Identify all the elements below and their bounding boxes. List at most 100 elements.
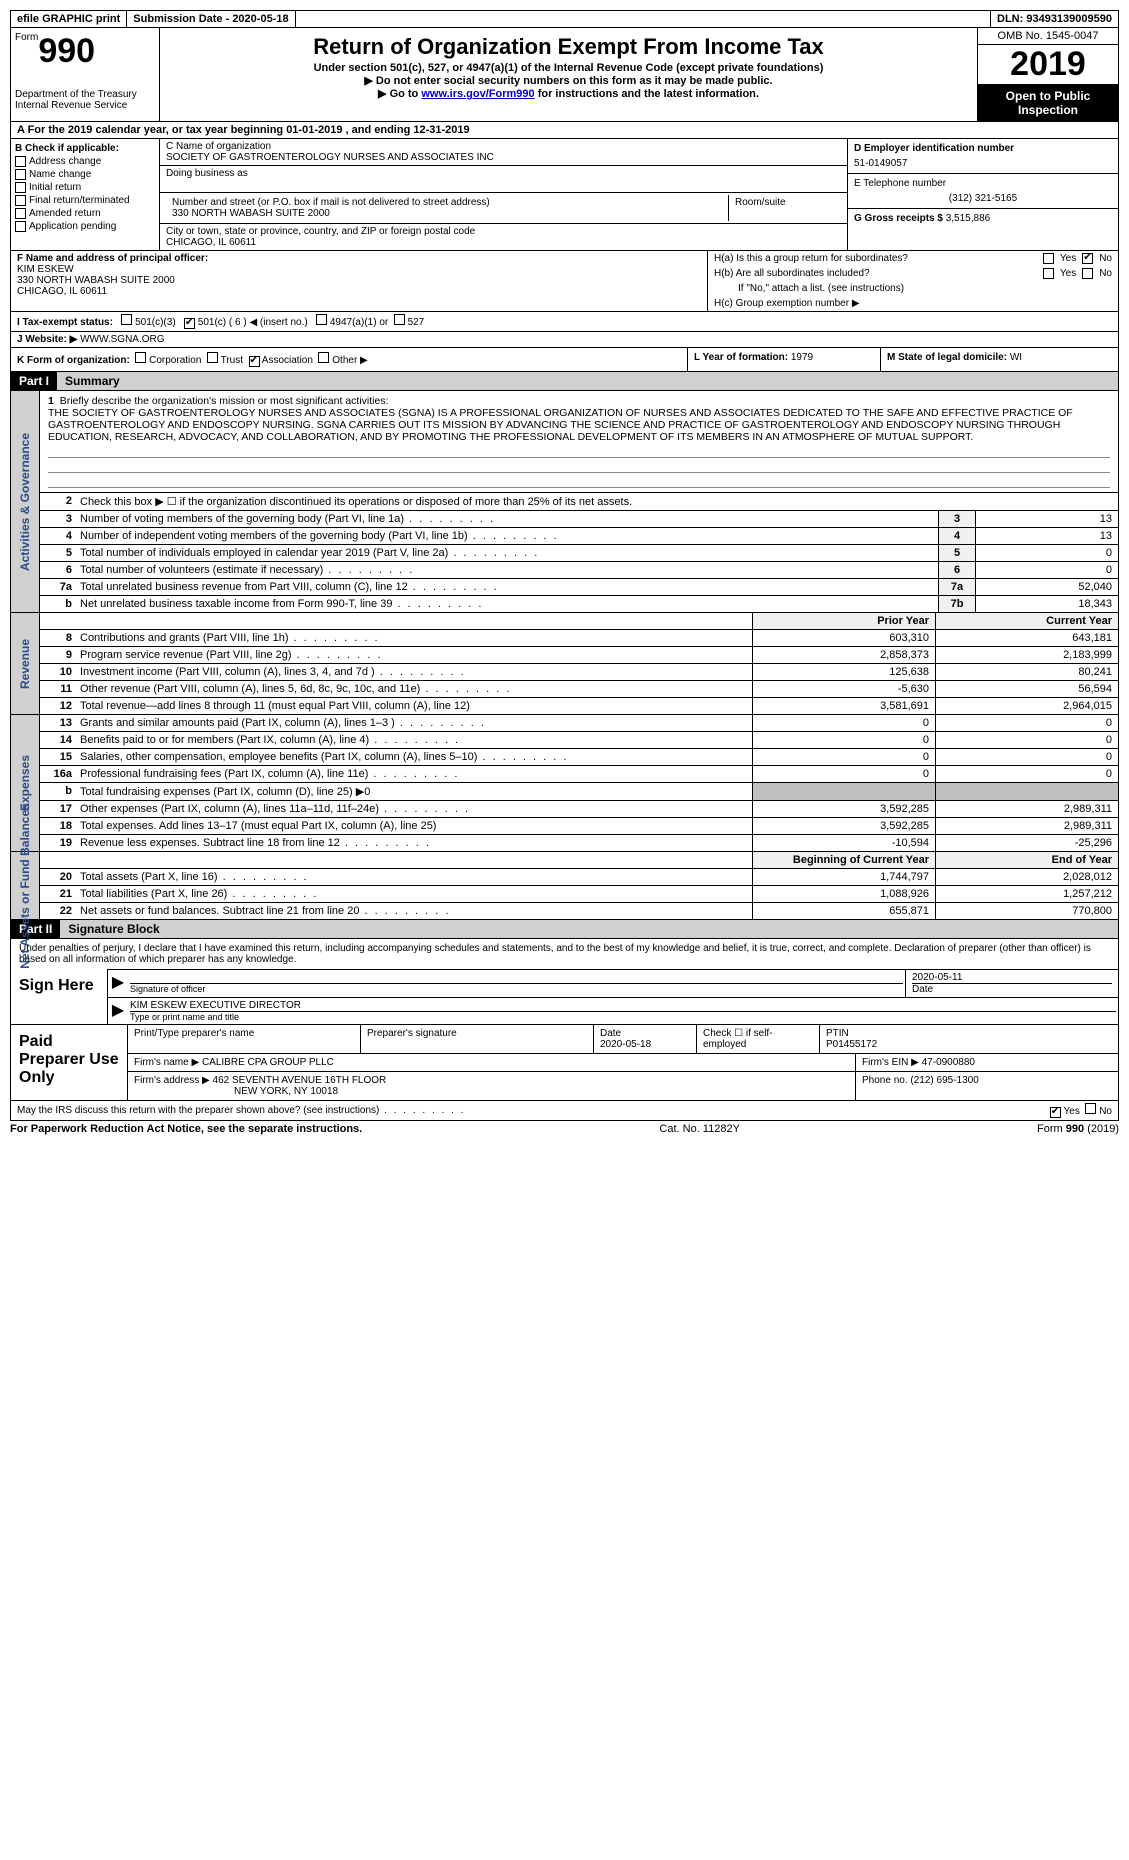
tax-exempt: I Tax-exempt status: 501(c)(3) 501(c) ( … (11, 312, 1118, 331)
row-20: 20Total assets (Part X, line 16)1,744,79… (40, 869, 1118, 886)
discuss-no[interactable] (1085, 1103, 1096, 1114)
officer-signature[interactable]: Signature of officer (128, 970, 905, 997)
discuss-row: May the IRS discuss this return with the… (10, 1101, 1119, 1121)
ha-no[interactable] (1082, 253, 1093, 264)
efile-label: efile GRAPHIC print (11, 11, 127, 27)
cb-4947[interactable] (316, 314, 327, 325)
dba-row: Doing business as (160, 166, 847, 193)
row-i: I Tax-exempt status: 501(c)(3) 501(c) ( … (10, 312, 1119, 332)
cb-527[interactable] (394, 314, 405, 325)
cb-other[interactable] (318, 352, 329, 363)
cb-amended[interactable]: Amended return (15, 208, 155, 219)
row-17: 17Other expenses (Part IX, column (A), l… (40, 801, 1118, 818)
dln: DLN: 93493139009590 (990, 11, 1118, 27)
part1-header: Part I Summary (10, 372, 1119, 391)
cb-final-return[interactable]: Final return/terminated (15, 195, 155, 206)
governance-section: Activities & Governance 1 Briefly descri… (10, 391, 1119, 613)
perjury-text: Under penalties of perjury, I declare th… (11, 939, 1118, 969)
net-header: Beginning of Current YearEnd of Year (40, 852, 1118, 869)
form-header: Form990 Department of the Treasury Inter… (10, 28, 1119, 122)
net-assets-section: Net Assets or Fund Balances Beginning of… (10, 852, 1119, 920)
col-b: B Check if applicable: Address change Na… (11, 139, 160, 250)
cat-no: Cat. No. 11282Y (362, 1123, 1037, 1135)
row-16b: bTotal fundraising expenses (Part IX, co… (40, 783, 1118, 801)
revenue-section: Revenue Prior YearCurrent Year 8Contribu… (10, 613, 1119, 715)
sig-date: 2020-05-11 Date (905, 970, 1118, 997)
row-2: 2Check this box ▶ ☐ if the organization … (40, 493, 1118, 511)
form-org: K Form of organization: Corporation Trus… (11, 348, 687, 371)
year-formation: L Year of formation: 1979 (687, 348, 880, 371)
sub3: ▶ Go to www.irs.gov/Form990 for instruct… (164, 87, 973, 100)
expenses-section: Expenses 13Grants and similar amounts pa… (10, 715, 1119, 852)
hc-row: H(c) Group exemption number ▶ (708, 296, 1118, 311)
form-number: 990 (38, 32, 95, 70)
address-row: Number and street (or P.O. box if mail i… (160, 193, 847, 224)
officer-info: F Name and address of principal officer:… (11, 251, 707, 311)
preparer-label: Paid Preparer Use Only (11, 1025, 127, 1100)
hb-note: If "No," attach a list. (see instruction… (708, 281, 1118, 296)
col-b-header: B Check if applicable: (15, 143, 155, 154)
row-22: 22Net assets or fund balances. Subtract … (40, 903, 1118, 919)
header-left: Form990 Department of the Treasury Inter… (11, 28, 160, 121)
cb-assoc[interactable] (249, 356, 260, 367)
org-name-row: C Name of organization SOCIETY OF GASTRO… (160, 139, 847, 166)
row-j: J Website: ▶ WWW.SGNA.ORG (10, 332, 1119, 348)
ha-yes[interactable] (1043, 253, 1054, 264)
row-16a: 16aProfessional fundraising fees (Part I… (40, 766, 1118, 783)
form-ref: Form 990 (2019) (1037, 1123, 1119, 1135)
row-k: K Form of organization: Corporation Trus… (10, 348, 1119, 372)
state-domicile: M State of legal domicile: WI (880, 348, 1118, 371)
cb-initial-return[interactable]: Initial return (15, 182, 155, 193)
row-9: 9Program service revenue (Part VIII, lin… (40, 647, 1118, 664)
row-19: 19Revenue less expenses. Subtract line 1… (40, 835, 1118, 851)
cb-name-change[interactable]: Name change (15, 169, 155, 180)
paperwork-notice: For Paperwork Reduction Act Notice, see … (10, 1123, 362, 1135)
sign-here-label: Sign Here (11, 969, 107, 1024)
top-bar: efile GRAPHIC print Submission Date - 20… (10, 10, 1119, 28)
room-suite: Room/suite (729, 195, 841, 221)
tax-year: 2019 (978, 45, 1118, 85)
discuss-yes[interactable] (1050, 1107, 1061, 1118)
row-7b: bNet unrelated business taxable income f… (40, 596, 1118, 612)
signature-section: Under penalties of perjury, I declare th… (10, 939, 1119, 1025)
row-10: 10Investment income (Part VIII, column (… (40, 664, 1118, 681)
preparer-section: Paid Preparer Use Only Print/Type prepar… (10, 1025, 1119, 1101)
cb-app-pending[interactable]: Application pending (15, 221, 155, 232)
row-13: 13Grants and similar amounts paid (Part … (40, 715, 1118, 732)
row-5: 5Total number of individuals employed in… (40, 545, 1118, 562)
header-right: OMB No. 1545-0047 2019 Open to Public In… (977, 28, 1118, 121)
website: WWW.SGNA.ORG (80, 334, 164, 345)
ein-box: D Employer identification number 51-0149… (848, 139, 1118, 174)
section-a: A For the 2019 calendar year, or tax yea… (10, 122, 1119, 139)
gov-label: Activities & Governance (11, 391, 40, 612)
row-21: 21Total liabilities (Part X, line 26)1,0… (40, 886, 1118, 903)
cb-501c3[interactable] (121, 314, 132, 325)
header-center: Return of Organization Exempt From Incom… (160, 28, 977, 121)
hb-yes[interactable] (1043, 268, 1054, 279)
net-label: Net Assets or Fund Balances (11, 852, 40, 919)
row-18: 18Total expenses. Add lines 13–17 (must … (40, 818, 1118, 835)
row-3: 3Number of voting members of the governi… (40, 511, 1118, 528)
form-title: Return of Organization Exempt From Incom… (164, 34, 973, 60)
row-8: 8Contributions and grants (Part VIII, li… (40, 630, 1118, 647)
dept-label: Department of the Treasury Internal Reve… (15, 89, 155, 111)
part2-header: Part II Signature Block (10, 920, 1119, 939)
main-info: B Check if applicable: Address change Na… (10, 139, 1119, 251)
cb-corp[interactable] (135, 352, 146, 363)
col-d: D Employer identification number 51-0149… (847, 139, 1118, 250)
tel-box: E Telephone number (312) 321-5165 (848, 174, 1118, 209)
arrow-icon: ▶ (108, 970, 128, 997)
row-4: 4Number of independent voting members of… (40, 528, 1118, 545)
hb-no[interactable] (1082, 268, 1093, 279)
row-7a: 7aTotal unrelated business revenue from … (40, 579, 1118, 596)
cb-trust[interactable] (207, 352, 218, 363)
cb-address-change[interactable]: Address change (15, 156, 155, 167)
hb-row: H(b) Are all subordinates included? Yes … (708, 266, 1118, 281)
irs-link[interactable]: www.irs.gov/Form990 (421, 88, 534, 100)
officer-name: KIM ESKEW EXECUTIVE DIRECTOR Type or pri… (128, 998, 1118, 1024)
prep-firm-row: Firm's name ▶ CALIBRE CPA GROUP PLLC Fir… (128, 1054, 1118, 1072)
rev-header: Prior YearCurrent Year (40, 613, 1118, 630)
cb-501c[interactable] (184, 318, 195, 329)
row-14: 14Benefits paid to or for members (Part … (40, 732, 1118, 749)
row-12: 12Total revenue—add lines 8 through 11 (… (40, 698, 1118, 714)
